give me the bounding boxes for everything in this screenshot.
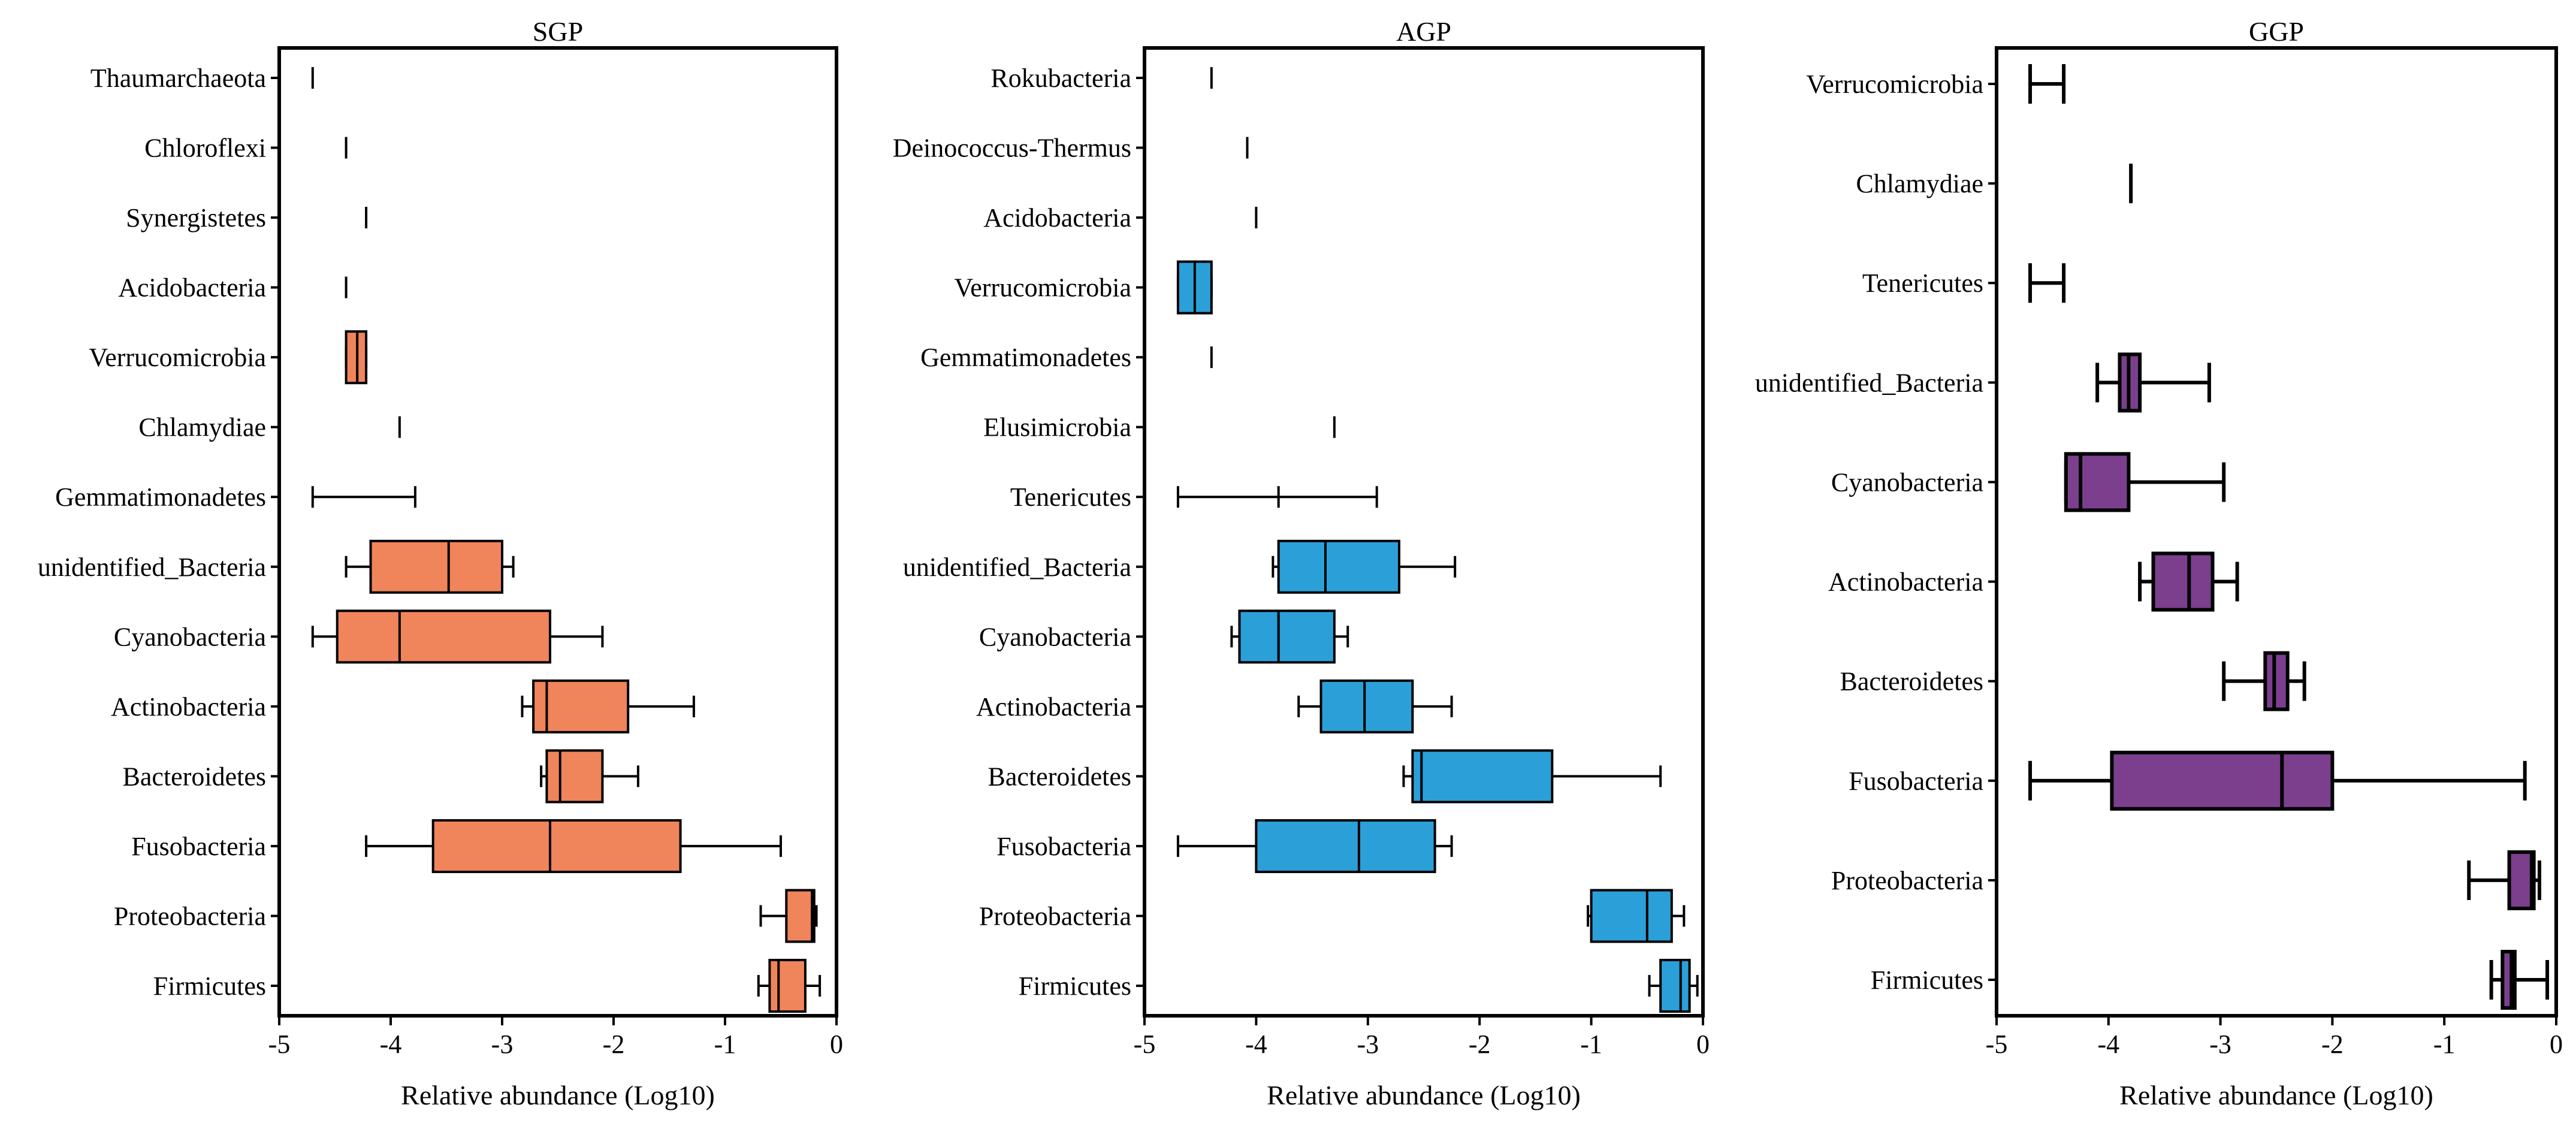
category-label: Acidobacteria xyxy=(118,273,266,303)
box-iqr xyxy=(1255,819,1436,873)
category-label: unidentified_Bacteria xyxy=(38,553,266,582)
box-iqr xyxy=(785,889,816,943)
x-tick-label: -3 xyxy=(491,1030,514,1059)
x-axis-title-sgp: Relative abundance (Log10) xyxy=(401,1080,715,1110)
box-iqr xyxy=(1659,959,1691,1013)
category-label: Proteobacteria xyxy=(114,901,266,931)
x-tick-label: -2 xyxy=(603,1030,625,1059)
plot-frame-ggp xyxy=(1995,46,2558,1018)
category-label: Firmicutes xyxy=(1019,971,1131,1001)
panel-title-sgp: SGP xyxy=(533,16,583,47)
box-iqr xyxy=(336,609,551,664)
panel-title-agp: AGP xyxy=(1396,16,1451,47)
box-iqr xyxy=(545,749,604,804)
plot-frame-sgp xyxy=(277,46,838,1018)
category-label: Deinococcus-Thermus xyxy=(893,134,1131,163)
box-iqr xyxy=(1411,749,1554,804)
category-label: Verrucomicrobia xyxy=(89,343,266,372)
category-label: Synergistetes xyxy=(126,203,266,233)
category-label: Actinobacteria xyxy=(1828,568,1983,597)
x-tick-label: -5 xyxy=(268,1030,291,1059)
panel-title-ggp: GGP xyxy=(2249,16,2304,47)
x-tick-label: -3 xyxy=(2209,1030,2231,1059)
category-label: Actinobacteria xyxy=(976,692,1131,722)
x-tick-label: -3 xyxy=(1357,1030,1379,1059)
category-label: Tenericutes xyxy=(1862,268,1983,298)
x-tick-label: -4 xyxy=(380,1030,402,1059)
box-iqr xyxy=(1590,889,1673,943)
category-label: Gemmatimonadetes xyxy=(55,482,266,512)
panel-agp: AGP Relative abundance (Log10) -5 -4 -3 -2 -… xyxy=(893,16,1710,1110)
x-tick-label: 0 xyxy=(2550,1030,2563,1059)
x-tick-label: 0 xyxy=(830,1030,843,1059)
box-iqr xyxy=(1238,609,1336,664)
category-label: Verrucomicrobia xyxy=(1806,70,1983,99)
category-label: Bacteroidetes xyxy=(988,762,1131,791)
category-label: Proteobacteria xyxy=(1831,866,1983,895)
box-iqr xyxy=(768,959,807,1013)
category-label: unidentified_Bacteria xyxy=(1755,368,1983,397)
category-label: Firmicutes xyxy=(1871,965,1983,995)
category-label: Elusimicrobia xyxy=(983,413,1131,442)
category-label: Chloroflexi xyxy=(144,134,266,163)
x-axis-title-agp: Relative abundance (Log10) xyxy=(1267,1080,1581,1110)
box-iqr xyxy=(369,539,504,594)
x-tick-label: -5 xyxy=(1986,1030,2008,1059)
x-tick-label: -1 xyxy=(2433,1030,2456,1059)
x-tick-label: -4 xyxy=(1245,1030,1267,1059)
panel-sgp: SGP Relative abundance (Log10) -5 -4 -3 -2 -… xyxy=(38,16,843,1110)
category-label: Firmicutes xyxy=(153,971,266,1001)
x-tick-label: -4 xyxy=(2097,1030,2119,1059)
box-iqr xyxy=(1277,539,1400,594)
plot-frame-agp xyxy=(1143,46,1705,1018)
x-tick-label: -2 xyxy=(2321,1030,2344,1059)
category-label: unidentified_Bacteria xyxy=(903,553,1131,582)
category-label: Chlamydiae xyxy=(1856,169,1983,198)
x-tick-label: -1 xyxy=(714,1030,736,1059)
category-label: Proteobacteria xyxy=(979,901,1131,931)
category-label: Rokubacteria xyxy=(990,64,1131,93)
category-label: Bacteroidetes xyxy=(1840,667,1983,696)
category-label: Acidobacteria xyxy=(983,203,1131,233)
category-label: Cyanobacteria xyxy=(114,622,266,651)
box-iqr xyxy=(431,819,682,873)
box-iqr xyxy=(2110,750,2335,811)
box-iqr xyxy=(2064,452,2131,512)
category-label: Tenericutes xyxy=(1010,482,1131,512)
category-label: Fusobacteria xyxy=(996,832,1131,861)
panel-ggp: GGP Relative abundance (Log10) -5 -4 -3 -2 -… xyxy=(1755,16,2563,1110)
category-label: Fusobacteria xyxy=(1849,766,1983,796)
category-label: Fusobacteria xyxy=(131,832,266,861)
x-tick-label: -1 xyxy=(1580,1030,1602,1059)
category-label: Cyanobacteria xyxy=(1831,467,1983,497)
box-iqr xyxy=(1319,679,1414,733)
box-iqr xyxy=(2507,850,2536,910)
category-label: Chlamydiae xyxy=(138,413,266,442)
category-label: Bacteroidetes xyxy=(123,762,266,791)
box-iqr xyxy=(532,679,630,733)
category-label: Thaumarchaeota xyxy=(90,64,266,93)
x-tick-label: -2 xyxy=(1469,1030,1491,1059)
category-label: Actinobacteria xyxy=(111,692,266,722)
x-tick-label: 0 xyxy=(1696,1030,1710,1059)
box-iqr xyxy=(2151,551,2215,612)
category-label: Gemmatimonadetes xyxy=(920,343,1131,372)
x-tick-label: -5 xyxy=(1134,1030,1156,1059)
x-axis-title-ggp: Relative abundance (Log10) xyxy=(2119,1080,2433,1110)
category-label: Verrucomicrobia xyxy=(954,273,1131,303)
category-label: Cyanobacteria xyxy=(979,622,1131,651)
box-iqr xyxy=(2263,651,2290,711)
